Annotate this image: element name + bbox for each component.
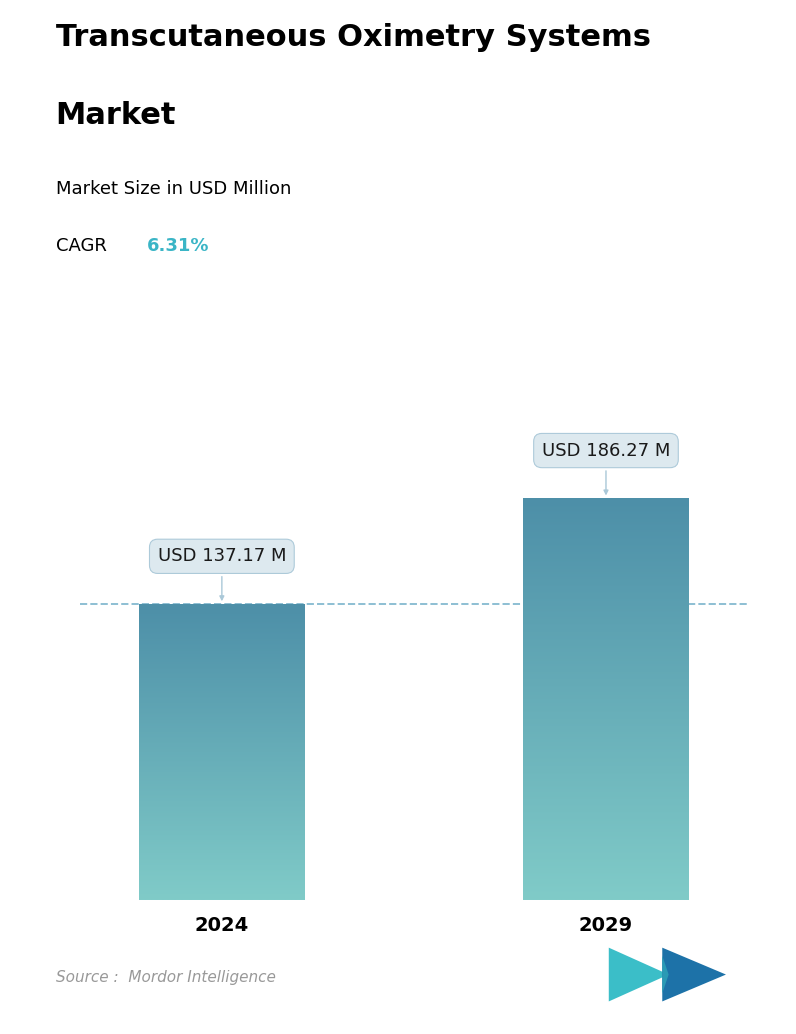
Text: Market: Market <box>56 101 176 130</box>
Polygon shape <box>609 947 669 1001</box>
Text: USD 186.27 M: USD 186.27 M <box>542 442 670 494</box>
Text: Source :  Mordor Intelligence: Source : Mordor Intelligence <box>56 970 275 984</box>
Text: USD 137.17 M: USD 137.17 M <box>158 547 286 600</box>
Polygon shape <box>662 955 669 994</box>
Polygon shape <box>662 947 726 1001</box>
Text: Market Size in USD Million: Market Size in USD Million <box>56 180 291 197</box>
Text: 6.31%: 6.31% <box>147 238 210 255</box>
Text: Transcutaneous Oximetry Systems: Transcutaneous Oximetry Systems <box>56 23 650 52</box>
Text: CAGR: CAGR <box>56 238 112 255</box>
